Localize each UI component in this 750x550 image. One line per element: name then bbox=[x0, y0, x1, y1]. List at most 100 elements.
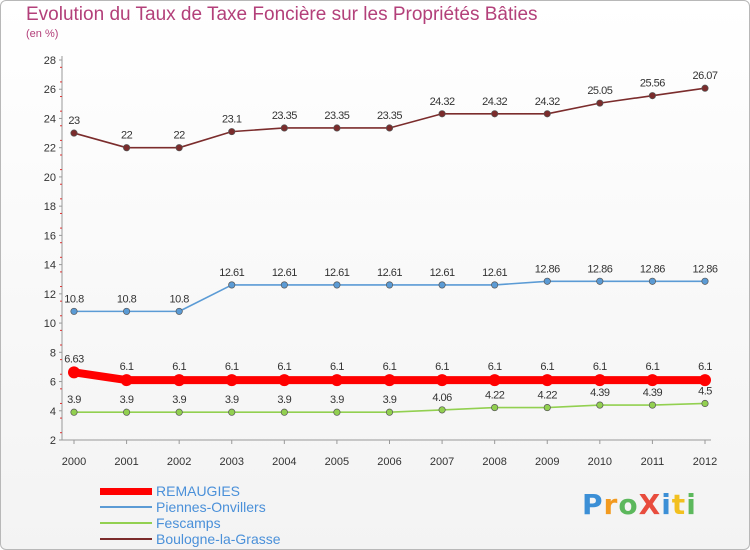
legend-label: Fescamps bbox=[156, 515, 221, 531]
legend-swatch bbox=[100, 506, 152, 508]
legend-item-remaugies: REMAUGIES bbox=[100, 483, 281, 499]
y-tick-label: 2 bbox=[50, 435, 56, 447]
data-label-piennes-onvillers: 12.61 bbox=[482, 267, 507, 279]
y-tick-label: 6 bbox=[50, 377, 56, 389]
data-label-remaugies: 6.1 bbox=[593, 361, 607, 373]
data-label-remaugies: 6.1 bbox=[540, 361, 554, 373]
data-point-fescamps bbox=[596, 401, 604, 409]
data-label-piennes-onvillers: 12.61 bbox=[219, 267, 244, 279]
legend-item-boulogne-la-grasse: Boulogne-la-Grasse bbox=[100, 531, 281, 547]
proxiti-logo: ProXiti bbox=[582, 488, 697, 521]
legend-label: Piennes-Onvillers bbox=[156, 499, 266, 515]
data-label-boulogne-la-grasse: 24.32 bbox=[482, 96, 507, 108]
data-point-piennes-onvillers bbox=[228, 281, 236, 289]
logo-letter: i bbox=[686, 488, 697, 521]
data-label-fescamps: 4.22 bbox=[485, 390, 505, 402]
data-label-fescamps: 3.9 bbox=[225, 394, 239, 406]
data-point-remaugies bbox=[278, 374, 291, 387]
logo-letter: o bbox=[618, 488, 639, 521]
data-point-fescamps bbox=[491, 404, 499, 412]
data-point-boulogne-la-grasse bbox=[648, 92, 656, 100]
data-label-boulogne-la-grasse: 24.32 bbox=[430, 96, 455, 108]
data-point-piennes-onvillers bbox=[385, 281, 394, 289]
data-point-fescamps bbox=[701, 399, 709, 408]
data-point-remaugies bbox=[488, 374, 501, 387]
data-point-boulogne-la-grasse bbox=[543, 110, 551, 118]
chart-legend: REMAUGIES Piennes-Onvillers Fescamps Boulog… bbox=[100, 483, 281, 547]
data-point-remaugies bbox=[699, 374, 711, 387]
x-tick-label: 2001 bbox=[114, 456, 138, 468]
data-label-fescamps: 4.22 bbox=[538, 390, 558, 402]
data-label-boulogne-la-grasse: 24.32 bbox=[535, 96, 560, 108]
data-label-piennes-onvillers: 12.86 bbox=[640, 263, 665, 275]
logo-letter: t bbox=[671, 488, 687, 521]
data-label-boulogne-la-grasse: 23.35 bbox=[272, 110, 297, 122]
data-label-fescamps: 3.9 bbox=[172, 394, 186, 406]
data-point-boulogne-la-grasse bbox=[596, 99, 604, 107]
y-tick-label: 22 bbox=[44, 143, 56, 155]
x-tick-label: 2004 bbox=[272, 456, 296, 468]
data-point-fescamps bbox=[175, 408, 183, 416]
legend-swatch bbox=[100, 538, 152, 540]
data-label-boulogne-la-grasse: 23 bbox=[68, 115, 80, 127]
data-point-boulogne-la-grasse bbox=[385, 124, 394, 132]
y-tick-label: 24 bbox=[44, 113, 56, 125]
data-label-piennes-onvillers: 12.86 bbox=[535, 263, 560, 275]
y-tick-label: 4 bbox=[50, 406, 56, 418]
data-label-remaugies: 6.1 bbox=[488, 361, 502, 373]
data-point-fescamps bbox=[543, 404, 551, 412]
data-point-boulogne-la-grasse bbox=[491, 110, 499, 118]
data-point-piennes-onvillers bbox=[491, 281, 499, 289]
chart-subtitle: (en %) bbox=[26, 28, 59, 40]
data-label-boulogne-la-grasse: 23.35 bbox=[324, 110, 349, 122]
legend-swatch bbox=[100, 487, 152, 495]
data-point-remaugies bbox=[225, 374, 238, 387]
data-point-remaugies bbox=[120, 374, 133, 387]
x-tick-label: 2011 bbox=[641, 456, 665, 468]
data-point-remaugies bbox=[173, 374, 186, 387]
data-point-boulogne-la-grasse bbox=[438, 110, 446, 118]
y-tick-label: 26 bbox=[44, 84, 56, 96]
x-tick-label: 2007 bbox=[430, 456, 454, 468]
data-label-fescamps: 3.9 bbox=[67, 394, 81, 406]
legend-item-piennes-onvillers: Piennes-Onvillers bbox=[100, 499, 281, 515]
data-point-remaugies bbox=[330, 374, 343, 387]
data-label-boulogne-la-grasse: 26.07 bbox=[692, 70, 717, 82]
logo-letter: P bbox=[582, 488, 604, 521]
data-label-fescamps: 4.39 bbox=[643, 387, 663, 399]
data-point-remaugies bbox=[68, 366, 80, 379]
y-tick-label: 28 bbox=[44, 55, 56, 67]
data-point-boulogne-la-grasse bbox=[333, 124, 341, 132]
data-point-remaugies bbox=[541, 374, 554, 387]
data-point-fescamps bbox=[648, 401, 656, 409]
data-point-remaugies bbox=[383, 374, 396, 387]
data-point-fescamps bbox=[385, 408, 394, 416]
chart-title: Evolution du Taux de Taxe Foncière sur l… bbox=[26, 4, 538, 25]
data-point-piennes-onvillers bbox=[175, 307, 183, 315]
data-label-remaugies: 6.1 bbox=[172, 361, 186, 373]
y-tick-label: 20 bbox=[44, 172, 56, 184]
data-label-remaugies: 6.1 bbox=[435, 361, 449, 373]
legend-swatch bbox=[100, 522, 152, 524]
data-label-remaugies: 6.1 bbox=[698, 361, 712, 373]
x-tick-label: 2009 bbox=[535, 456, 559, 468]
data-label-fescamps: 4.5 bbox=[698, 385, 712, 397]
x-tick-label: 2008 bbox=[482, 456, 506, 468]
data-point-fescamps bbox=[228, 408, 236, 416]
data-point-piennes-onvillers bbox=[648, 277, 656, 285]
data-label-remaugies: 6.1 bbox=[330, 361, 344, 373]
data-point-piennes-onvillers bbox=[123, 307, 131, 315]
data-point-remaugies bbox=[646, 374, 659, 387]
data-point-fescamps bbox=[438, 406, 446, 414]
data-label-piennes-onvillers: 10.8 bbox=[169, 293, 189, 305]
legend-label: Boulogne-la-Grasse bbox=[156, 531, 281, 547]
x-tick-label: 2012 bbox=[693, 456, 717, 468]
data-label-piennes-onvillers: 12.61 bbox=[324, 267, 349, 279]
y-tick-label: 12 bbox=[44, 289, 56, 301]
data-point-fescamps bbox=[123, 408, 131, 416]
data-point-boulogne-la-grasse bbox=[123, 144, 131, 152]
data-point-boulogne-la-grasse bbox=[70, 129, 78, 137]
x-tick-label: 2003 bbox=[220, 456, 244, 468]
